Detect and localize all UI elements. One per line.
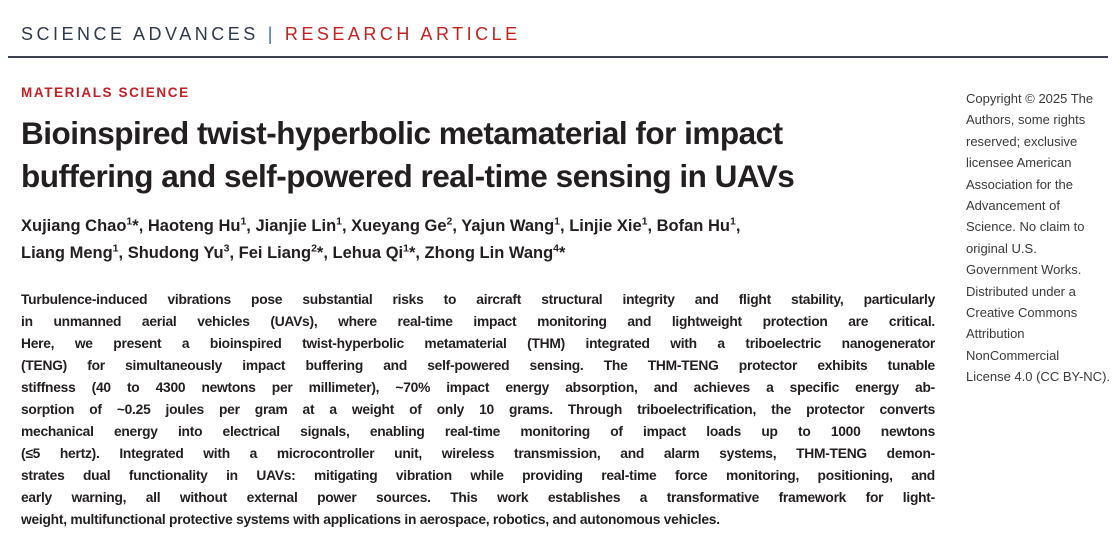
article-title: Bioinspired twist-hyperbolic metamateria… (21, 112, 935, 198)
section-label: MATERIALS SCIENCE (21, 85, 190, 100)
masthead-separator: | (267, 24, 276, 44)
author-name: Xujiang Chao1* (21, 215, 139, 235)
author-affiliation-sup: 1 (641, 215, 648, 228)
abstract-line: early warning, all without external powe… (21, 490, 935, 505)
author-name: Bofan Hu1 (656, 215, 736, 235)
author-affiliation-sup: 1 (126, 215, 133, 228)
author-name: Zhong Lin Wang4* (424, 242, 566, 262)
author-name: Fei Liang2* (238, 242, 324, 262)
copyright-line: Science. No claim to (966, 219, 1085, 235)
copyright-line: License 4.0 (CC BY-NC). (966, 369, 1111, 385)
author-affiliation-sup: 1 (729, 215, 736, 228)
author-name: Liang Meng1 (21, 242, 119, 262)
author-affiliation-sup: 4 (553, 242, 559, 255)
copyright-sidebar: Copyright © 2025 The Authors, some rights… (966, 88, 1116, 388)
author-name: Xueyang Ge2 (351, 215, 453, 235)
abstract-line: mechanical energy into electrical signal… (21, 424, 935, 439)
abstract-line: (≤5 hertz). Integrated with a microcontr… (21, 446, 935, 461)
abstract-line: strates dual functionality in UAVs: miti… (21, 468, 935, 483)
abstract-line: stiffness (40 to 4300 newtons per millim… (21, 380, 935, 395)
abstract: Turbulence-induced vibrations pose subst… (21, 289, 935, 531)
copyright-line: Authors, some rights (966, 112, 1086, 128)
copyright-line: Government Works. (966, 262, 1082, 278)
author-list: Xujiang Chao1*, Haoteng Hu1, Jianjie Lin… (21, 213, 935, 267)
masthead-rule (8, 56, 1108, 58)
abstract-line: Here, we present a bioinspired twist-hyp… (21, 336, 935, 351)
title-line: buffering and self-powered real-time sen… (21, 158, 795, 194)
title-line: Bioinspired twist-hyperbolic metamateria… (21, 115, 783, 151)
copyright-line: Creative Commons (966, 305, 1078, 321)
author-line: Liang Meng1, Shudong Yu3, Fei Liang2*, L… (21, 242, 566, 262)
author-affiliation-sup: 1 (336, 215, 342, 228)
author-affiliation-sup: 2 (446, 215, 453, 228)
author-name: Linjie Xie1 (569, 215, 648, 235)
copyright-line: Association for the (966, 176, 1073, 192)
masthead: SCIENCE ADVANCES | RESEARCH ARTICLE (21, 24, 521, 45)
article-type-label: RESEARCH ARTICLE (284, 24, 521, 44)
author-name: Yajun Wang1 (461, 215, 561, 235)
copyright-line: Advancement of (966, 198, 1060, 214)
author-name: Jianjie Lin1 (255, 215, 342, 235)
copyright-line: Distributed under a (966, 283, 1076, 299)
author-affiliation-sup: 3 (223, 242, 230, 255)
journal-name: SCIENCE ADVANCES (21, 24, 259, 44)
author-affiliation-sup: 2 (311, 242, 317, 255)
author-name: Shudong Yu3 (127, 242, 230, 262)
copyright-line: original U.S. (966, 240, 1037, 256)
abstract-line: sorption of ~0.25 joules per gram at a w… (21, 402, 935, 417)
author-line: Xujiang Chao1*, Haoteng Hu1, Jianjie Lin… (21, 215, 741, 235)
abstract-line: in unmanned aerial vehicles (UAVs), wher… (21, 314, 935, 329)
abstract-line: (TENG) for simultaneously impact bufferi… (21, 358, 935, 373)
author-affiliation-sup: 1 (403, 242, 409, 255)
copyright-line: Attribution (966, 326, 1025, 342)
copyright-line: licensee American (966, 155, 1072, 171)
author-affiliation-sup: 1 (554, 215, 561, 228)
author-affiliation-sup: 1 (112, 242, 119, 255)
author-name: Lehua Qi1* (332, 242, 416, 262)
copyright-line: NonCommercial (966, 347, 1060, 363)
copyright-line: reserved; exclusive (966, 133, 1078, 149)
author-name: Haoteng Hu1 (147, 215, 247, 235)
copyright-line: Copyright © 2025 The (966, 91, 1094, 106)
abstract-line: Turbulence-induced vibrations pose subst… (21, 292, 935, 307)
abstract-line: weight, multifunctional protective syste… (21, 512, 720, 527)
author-affiliation-sup: 1 (240, 215, 247, 228)
